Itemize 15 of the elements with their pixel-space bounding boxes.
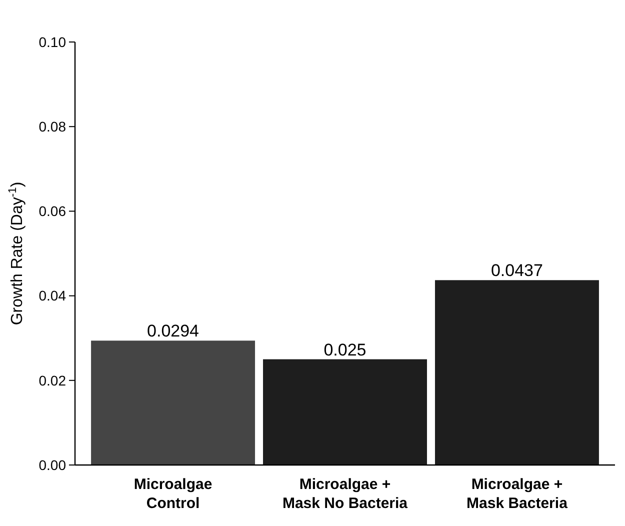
data-label: 0.0437 — [490, 261, 543, 280]
y-tick-label: 0.08 — [38, 118, 66, 134]
bar — [91, 340, 256, 465]
bar — [263, 359, 427, 465]
x-tick-label: Microalgae + Mask No Bacteria — [282, 476, 408, 512]
x-tick-label: Microalgae + Mask Bacteria — [466, 476, 568, 512]
data-label: 0.025 — [324, 340, 366, 360]
bar — [434, 280, 599, 465]
data-label: 0.0294 — [147, 322, 200, 341]
y-tick-label: 0.06 — [38, 203, 66, 220]
y-tick-label: 0.02 — [38, 372, 66, 388]
y-tick-label: 0.04 — [38, 288, 66, 304]
y-tick-label: 0.00 — [38, 456, 66, 473]
x-tick-label: Microalgae Control — [134, 476, 212, 512]
y-tick-label: 0.10 — [38, 34, 66, 50]
